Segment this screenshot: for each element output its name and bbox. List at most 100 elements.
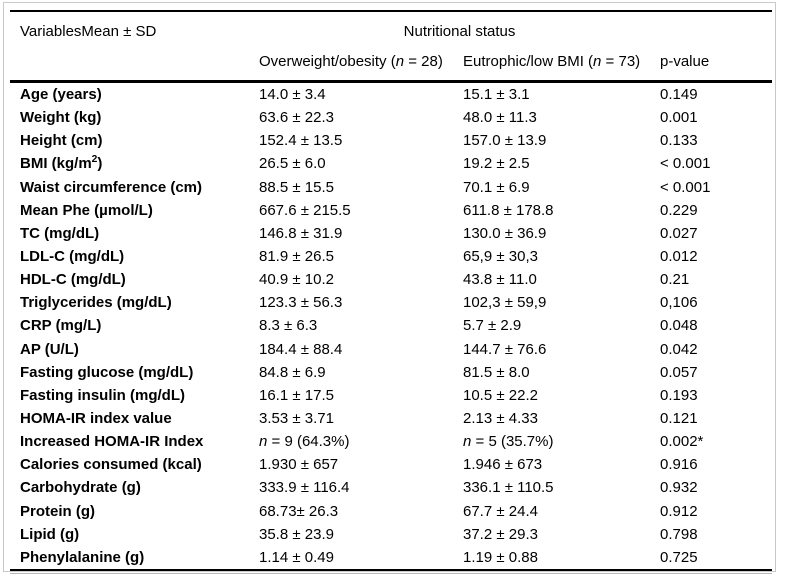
row-label: AP (U/L) <box>20 340 79 358</box>
cell-p-value: 0.193 <box>660 386 698 404</box>
cell-p-value: 0.916 <box>660 456 698 474</box>
cell-p-value: < 0.001 <box>660 178 711 196</box>
cell-value: 1.19 ± 0.88 <box>463 548 538 566</box>
cell-value: 84.8 ± 6.9 <box>259 363 326 381</box>
row-label: Calories consumed (kcal) <box>20 456 202 474</box>
table-row: HOMA-IR index value 3.53 ± 3.71 2.13 ± 4.3… <box>10 407 772 430</box>
table-row: Calories consumed (kcal) 1.930 ± 657 1.946… <box>10 453 772 476</box>
cell-p-value: 0.912 <box>660 502 698 520</box>
cell-p-value: 0.012 <box>660 248 698 266</box>
cell-value: n = 5 (35.7%) <box>463 433 554 451</box>
cell-p-value: 0.048 <box>660 317 698 335</box>
cell-value: 63.6 ± 22.3 <box>259 109 334 127</box>
table-row: Phenylalanine (g) 1.14 ± 0.49 1.19 ± 0.88 0… <box>10 546 772 570</box>
cell-p-value: 0.229 <box>660 201 698 219</box>
table-row: Lipid (g) 35.8 ± 23.9 37.2 ± 29.3 0.798 <box>10 523 772 546</box>
row-label: Waist circumference (cm) <box>20 178 203 196</box>
cell-value: 3.53 ± 3.71 <box>259 410 334 428</box>
row-label: Carbohydrate (g) <box>20 479 141 497</box>
cell-value: 184.4 ± 88.4 <box>259 340 343 358</box>
nutritional-status-table: VariablesMean ± SD Nutritional status Ov… <box>10 10 772 571</box>
header-empty-cell <box>10 48 259 82</box>
cell-value: 10.5 ± 22.2 <box>463 386 538 404</box>
table-header: VariablesMean ± SD Nutritional status Ov… <box>10 11 772 82</box>
cell-value: 102,3 ± 59,9 <box>463 294 547 312</box>
header-spacer <box>660 11 772 48</box>
table-row: Weight (kg) 63.6 ± 22.3 48.0 ± 11.3 0.001 <box>10 106 772 129</box>
header-col-overweight-obesity: Overweight/obesity (n = 28) <box>259 53 443 70</box>
cell-value: 123.3 ± 56.3 <box>259 294 343 312</box>
table-row: Height (cm) 152.4 ± 13.5 157.0 ± 13.9 0.133 <box>10 129 772 152</box>
table-row: LDL-C (mg/dL) 81.9 ± 26.5 65,9 ± 30,3 0.012 <box>10 245 772 268</box>
table-row: Waist circumference (cm) 88.5 ± 15.5 70.1 … <box>10 176 772 199</box>
cell-value: 1.946 ± 673 <box>463 456 543 474</box>
row-label: LDL-C (mg/dL) <box>20 248 125 266</box>
cell-value: 152.4 ± 13.5 <box>259 132 343 150</box>
cell-p-value: 0.725 <box>660 548 698 566</box>
cell-value: 333.9 ± 116.4 <box>259 479 350 497</box>
row-label: HDL-C (mg/dL) <box>20 271 126 289</box>
table-row: Carbohydrate (g) 333.9 ± 116.4 336.1 ± 110… <box>10 476 772 499</box>
cell-value: 146.8 ± 31.9 <box>259 224 343 242</box>
cell-p-value: 0.133 <box>660 132 698 150</box>
cell-value: 16.1 ± 17.5 <box>259 386 334 404</box>
row-label: Height (cm) <box>20 132 103 150</box>
cell-p-value: 0.001 <box>660 109 698 127</box>
cell-value: 43.8 ± 11.0 <box>463 271 537 289</box>
results-table-container: VariablesMean ± SD Nutritional status Ov… <box>10 10 772 574</box>
cell-value: 40.9 ± 10.2 <box>259 271 334 289</box>
cell-value: 35.8 ± 23.9 <box>259 525 334 543</box>
cell-value: 15.1 ± 3.1 <box>463 86 530 104</box>
cell-value: 81.5 ± 8.0 <box>463 363 530 381</box>
cell-p-value: 0.002* <box>660 433 704 451</box>
cell-value: 611.8 ± 178.8 <box>463 201 554 219</box>
cell-p-value: 0,106 <box>660 294 698 312</box>
cell-value: 14.0 ± 3.4 <box>259 86 326 104</box>
row-label: Mean Phe (µmol/L) <box>20 201 153 219</box>
header-row-group: VariablesMean ± SD Nutritional status <box>10 11 772 48</box>
cell-value: 1.930 ± 657 <box>259 456 339 474</box>
cell-value: 88.5 ± 15.5 <box>259 178 334 196</box>
table-row: Fasting glucose (mg/dL) 84.8 ± 6.9 81.5 ± … <box>10 361 772 384</box>
table-row: Triglycerides (mg/dL) 123.3 ± 56.3 102,3 ±… <box>10 291 772 314</box>
cell-value: 67.7 ± 24.4 <box>463 502 538 520</box>
header-nutritional-status: Nutritional status <box>403 22 516 40</box>
row-label: Fasting insulin (mg/dL) <box>20 386 185 404</box>
cell-p-value: 0.798 <box>660 525 698 543</box>
cell-value: 157.0 ± 13.9 <box>463 132 547 150</box>
cell-p-value: 0.121 <box>660 410 698 428</box>
table-row: TC (mg/dL) 146.8 ± 31.9 130.0 ± 36.9 0.027 <box>10 222 772 245</box>
header-variables-mean-sd: VariablesMean ± SD <box>20 22 157 40</box>
header-col-p-value: p-value <box>660 53 710 70</box>
table-row: BMI (kg/m2) 26.5 ± 6.0 19.2 ± 2.5 < 0.001 <box>10 152 772 175</box>
cell-p-value: 0.932 <box>660 479 698 497</box>
table-body: Age (years) 14.0 ± 3.4 15.1 ± 3.1 0.149 Weig… <box>10 82 772 570</box>
row-label: Fasting glucose (mg/dL) <box>20 363 194 381</box>
table-row: Age (years) 14.0 ± 3.4 15.1 ± 3.1 0.149 <box>10 82 772 107</box>
cell-value: 5.7 ± 2.9 <box>463 317 522 335</box>
cell-p-value: 0.057 <box>660 363 698 381</box>
cell-value: 81.9 ± 26.5 <box>259 248 334 266</box>
cell-value: 2.13 ± 4.33 <box>463 410 538 428</box>
row-label: Protein (g) <box>20 502 95 520</box>
cell-value: 48.0 ± 11.3 <box>463 109 537 127</box>
cell-p-value: 0.149 <box>660 86 698 104</box>
row-label: Phenylalanine (g) <box>20 548 145 566</box>
cell-value: 70.1 ± 6.9 <box>463 178 530 196</box>
cell-p-value: < 0.001 <box>660 155 711 173</box>
cell-p-value: 0.21 <box>660 271 690 289</box>
table-row: Protein (g) 68.73± 26.3 67.7 ± 24.4 0.912 <box>10 500 772 523</box>
cell-value: 37.2 ± 29.3 <box>463 525 538 543</box>
bottom-thin-rule <box>10 572 772 574</box>
table-row: HDL-C (mg/dL) 40.9 ± 10.2 43.8 ± 11.0 0.21 <box>10 268 772 291</box>
cell-value: 336.1 ± 110.5 <box>463 479 554 497</box>
cell-value: 8.3 ± 6.3 <box>259 317 318 335</box>
header-row-subcolumns: Overweight/obesity (n = 28) Eutrophic/lo… <box>10 48 772 82</box>
header-col-eutrophic-low-bmi: Eutrophic/low BMI (n = 73) <box>463 53 641 70</box>
row-label: TC (mg/dL) <box>20 224 100 242</box>
table-row: CRP (mg/L) 8.3 ± 6.3 5.7 ± 2.9 0.048 <box>10 314 772 337</box>
cell-value: 667.6 ± 215.5 <box>259 201 351 219</box>
cell-p-value: 0.027 <box>660 224 698 242</box>
row-label: Triglycerides (mg/dL) <box>20 294 172 312</box>
